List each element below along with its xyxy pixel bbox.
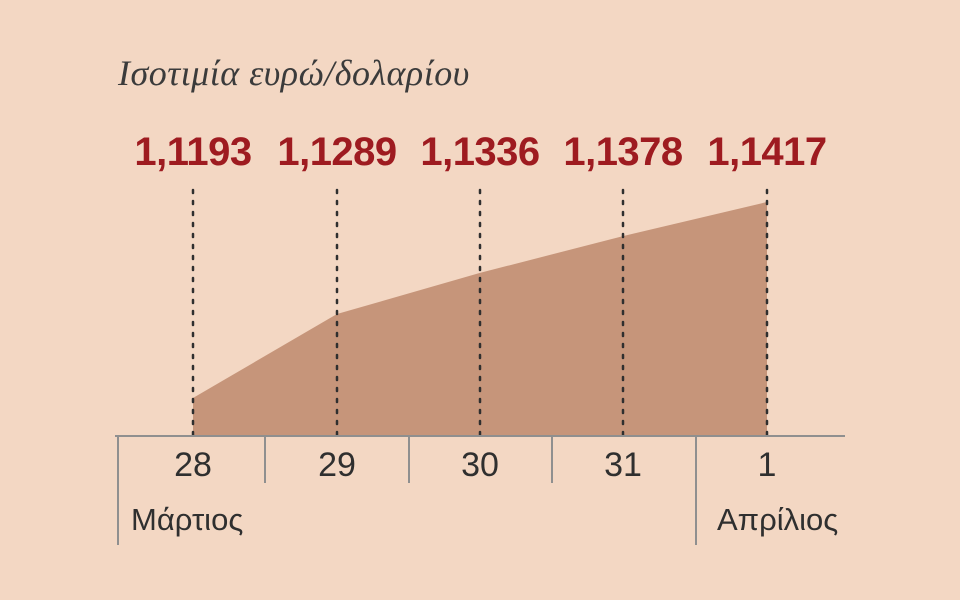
axis-tick-28-29 xyxy=(264,435,266,483)
axis-tick-month-boundary xyxy=(695,435,697,545)
month-label-march: Μάρτιος xyxy=(131,502,244,537)
value-label-1: 1,1417 xyxy=(707,130,827,174)
day-label-31: 31 xyxy=(604,446,642,484)
value-label-28: 1,1193 xyxy=(134,130,252,174)
day-label-1: 1 xyxy=(757,446,777,484)
value-label-29: 1,1289 xyxy=(277,130,397,174)
axis-tick-29-30 xyxy=(408,435,410,483)
day-label-29: 29 xyxy=(318,446,356,484)
month-label-april: Απρίλιος xyxy=(717,502,839,537)
chart-title: Ισοτιμία ευρώ/δολαρίου xyxy=(118,53,470,93)
x-axis-line xyxy=(115,435,845,437)
value-label-31: 1,1378 xyxy=(563,130,683,174)
axis-tick-30-31 xyxy=(551,435,553,483)
day-label-28: 28 xyxy=(174,446,212,484)
value-label-30: 1,1336 xyxy=(420,130,540,174)
day-label-30: 30 xyxy=(461,446,499,484)
axis-tick-left-boundary xyxy=(117,435,119,545)
